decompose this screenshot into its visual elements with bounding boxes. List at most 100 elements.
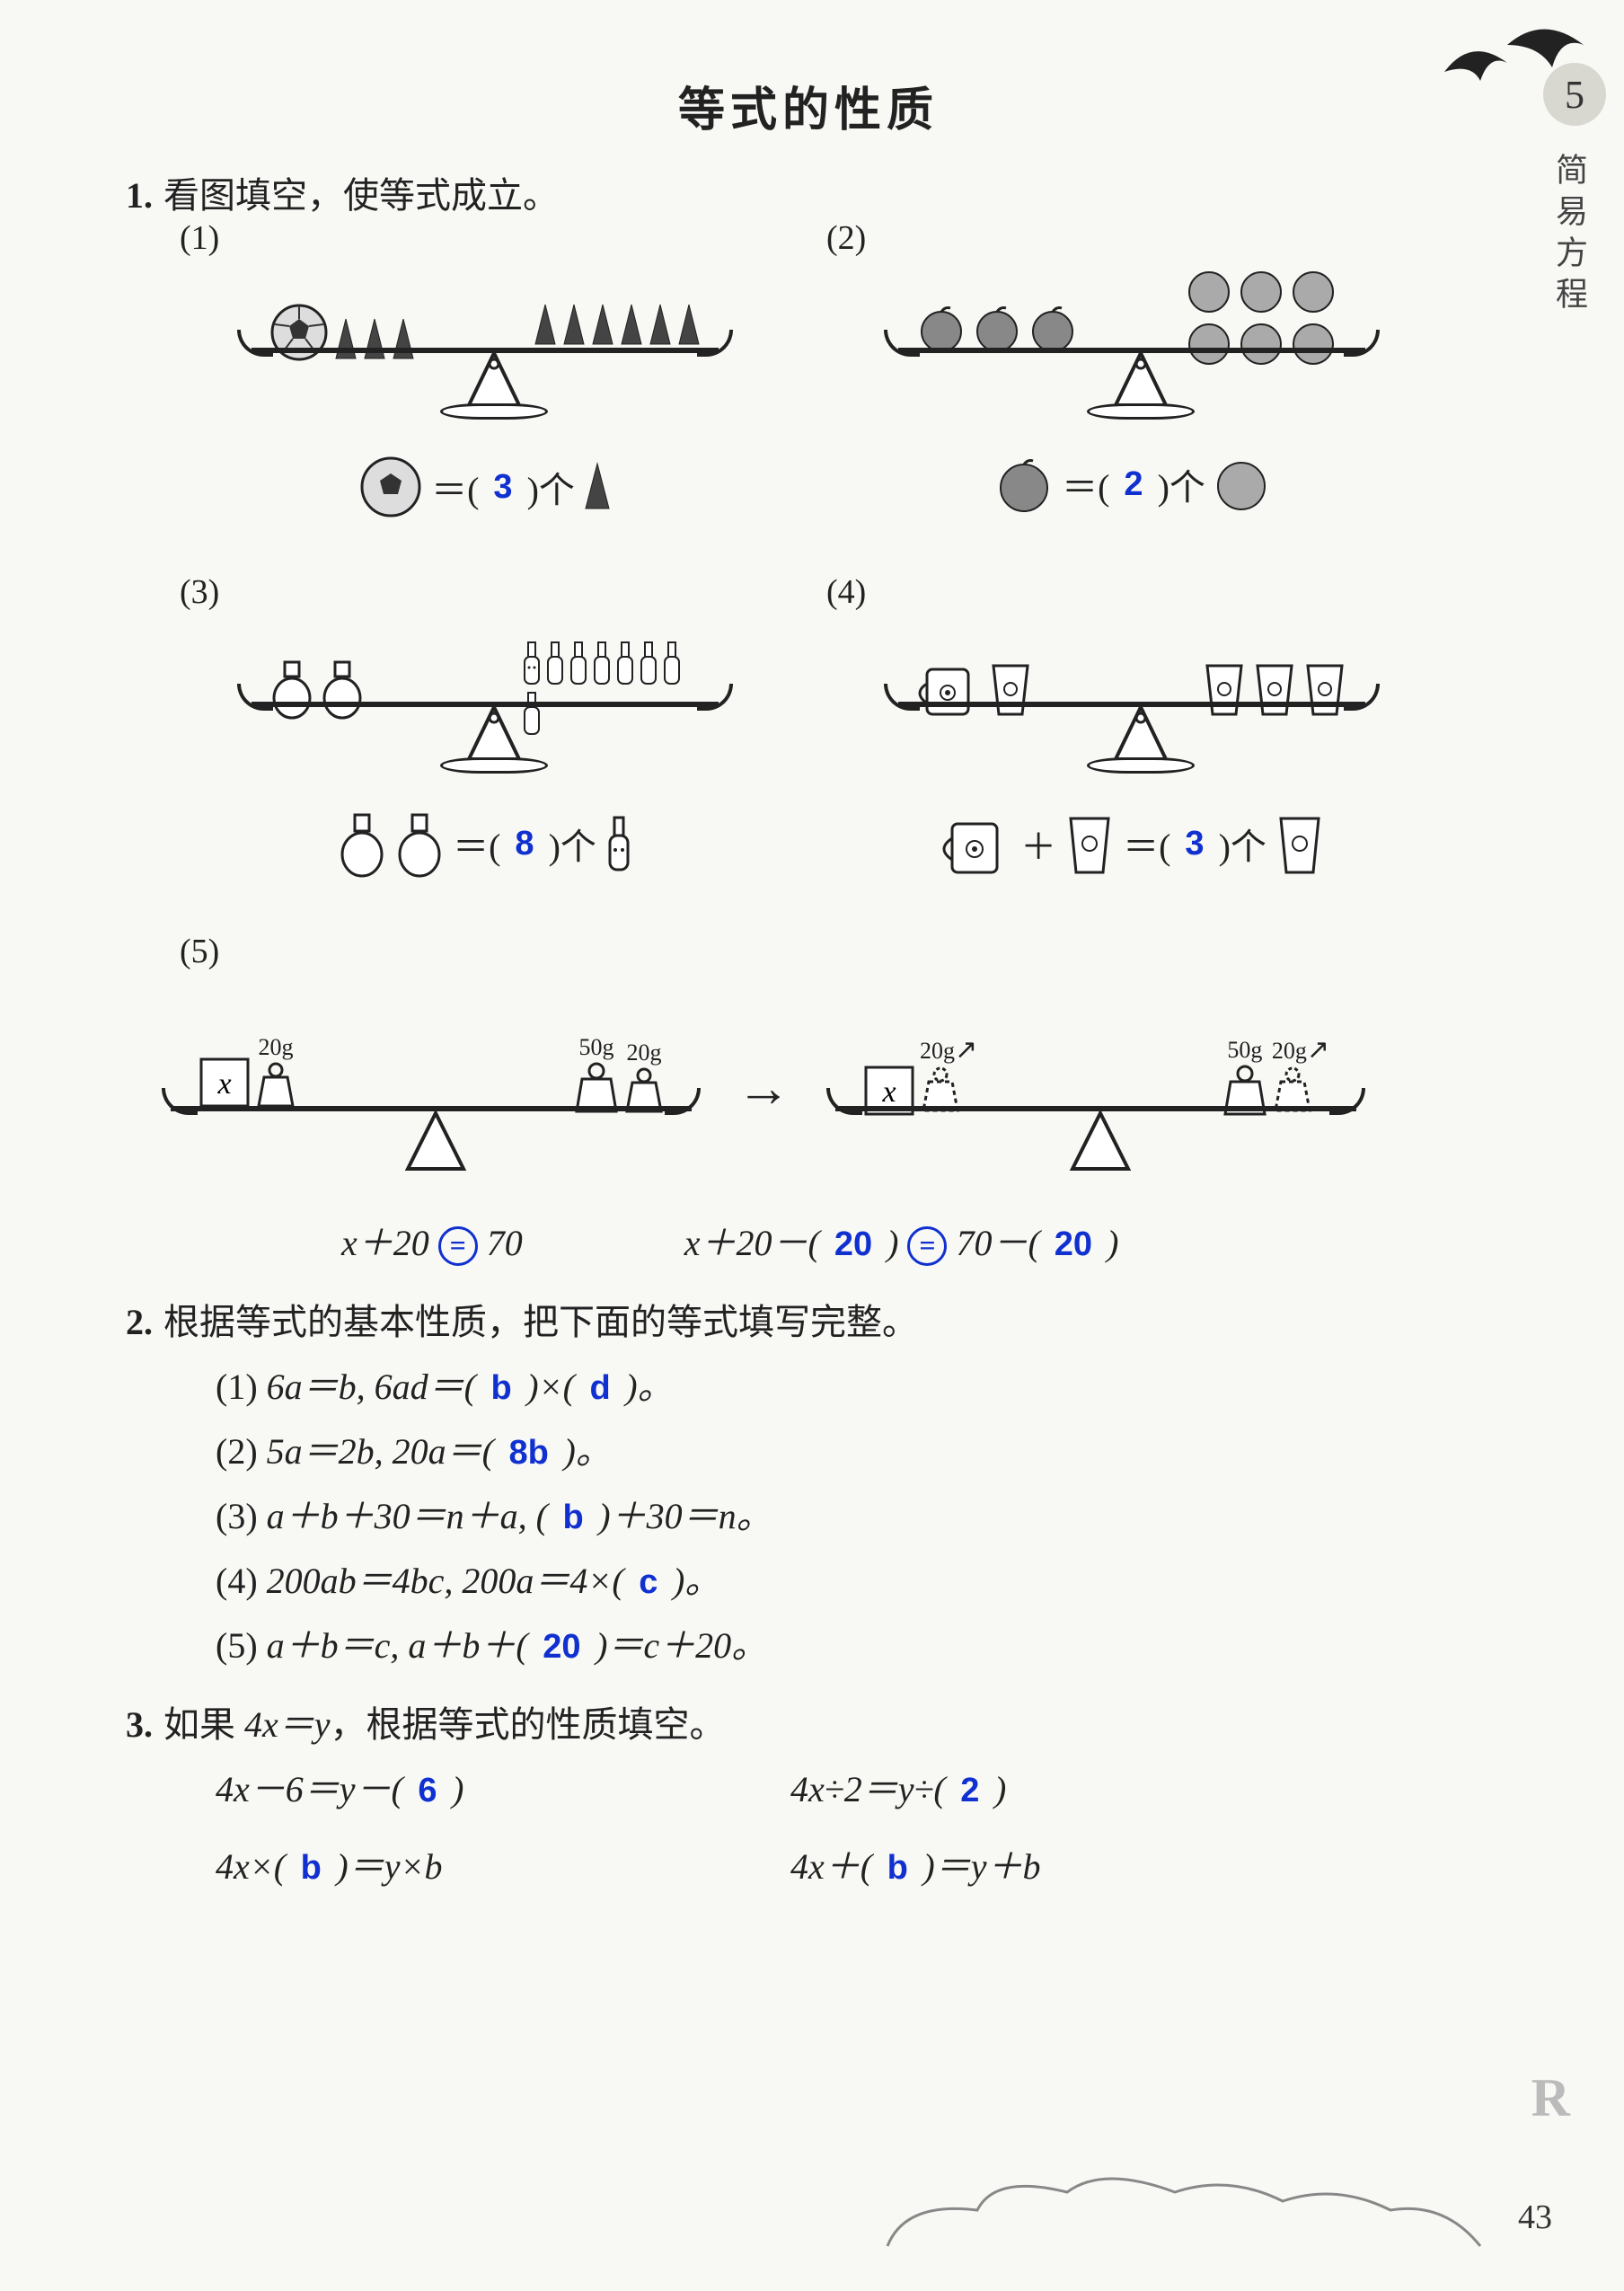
orange-icon bbox=[1238, 267, 1284, 314]
cup-icon bbox=[1202, 657, 1247, 720]
jar-icon bbox=[269, 657, 314, 720]
bottle-icon bbox=[605, 814, 632, 873]
q1-item-2-label: (2) bbox=[826, 218, 866, 258]
cone-icon bbox=[562, 303, 586, 348]
question-3: 3. 如果 4x＝y，根据等式的性质填空。 4x－6＝y－( 6 )4x÷2＝y… bbox=[126, 1695, 1527, 1902]
answer-blank: 6 bbox=[403, 1772, 452, 1809]
cone-icon bbox=[363, 317, 386, 362]
q1-item-1: (1) bbox=[162, 218, 808, 554]
soccer-ball-icon bbox=[359, 456, 422, 518]
cone-icon bbox=[584, 462, 611, 512]
cup-icon bbox=[1252, 657, 1297, 720]
page-number: 43 bbox=[1518, 2198, 1552, 2237]
q2-line-1: (1) 6a＝b, 6ad＝( b )×( d )。 bbox=[216, 1358, 1527, 1410]
q1-4-equation: ＋ ＝( 3 )个 bbox=[940, 809, 1324, 878]
q1-item-4: (4) ＋ bbox=[808, 572, 1455, 914]
orange-icon bbox=[1186, 267, 1232, 314]
orange-icon bbox=[1186, 319, 1232, 366]
cone-icon bbox=[649, 303, 672, 348]
q1-item-4-label: (4) bbox=[826, 572, 866, 612]
orange-icon bbox=[1290, 319, 1337, 366]
jar-icon bbox=[338, 809, 386, 878]
apple-icon bbox=[972, 303, 1022, 353]
q1-item-5: x 20g 50g 20g bbox=[162, 971, 1455, 1205]
q1-2-equation: ＝( 2 )个 bbox=[995, 456, 1268, 513]
bottle-icon bbox=[521, 639, 543, 687]
orange-icon bbox=[1214, 457, 1268, 511]
answer-blank: b bbox=[476, 1369, 526, 1407]
answer-blank: b bbox=[872, 1849, 922, 1887]
balance-scale-2 bbox=[880, 258, 1383, 438]
q3-row-2: 4x×( b )＝y×b4x＋( b )＝y＋b bbox=[216, 1825, 1527, 1902]
q3-row-1: 4x－6＝y－( 6 )4x÷2＝y÷( 2 ) bbox=[216, 1747, 1527, 1825]
answer-blank: b bbox=[548, 1499, 598, 1536]
q1-5-eq-left: x＋20 = 70 bbox=[341, 1214, 523, 1266]
arrow-right-icon: → bbox=[737, 1057, 790, 1119]
question-2: 2. 根据等式的基本性质，把下面的等式填写完整。 (1) 6a＝b, 6ad＝(… bbox=[126, 1293, 1527, 1668]
bottle-icon bbox=[568, 639, 589, 687]
q3-text-math: 4x＝y bbox=[244, 1704, 331, 1745]
question-1: 1. 看图填空，使等式成立。 (1) bbox=[126, 166, 1527, 1266]
orange-icon bbox=[1290, 267, 1337, 314]
q1-item-3-label: (3) bbox=[180, 572, 219, 612]
balance-scale-3 bbox=[234, 612, 737, 792]
balance-scale-1 bbox=[234, 258, 737, 438]
bottle-icon bbox=[638, 639, 659, 687]
cup-icon bbox=[1275, 809, 1324, 878]
cup-icon bbox=[988, 657, 1033, 720]
cup-icon bbox=[1065, 809, 1114, 878]
answer-blank: 20 bbox=[829, 1225, 878, 1263]
mug-icon bbox=[940, 809, 1011, 878]
answer-blank: 20 bbox=[1049, 1225, 1098, 1263]
q3-text-post: ，根据等式的性质填空。 bbox=[331, 1704, 726, 1745]
bottle-icon bbox=[521, 689, 543, 738]
cup-icon bbox=[1302, 657, 1347, 720]
q1-number: 1. bbox=[126, 174, 153, 217]
bottle-icon bbox=[544, 639, 566, 687]
jar-icon bbox=[395, 809, 444, 878]
page-title: 等式的性质 bbox=[90, 72, 1527, 139]
q3-text-pre: 如果 bbox=[163, 1704, 244, 1745]
weight-icon bbox=[255, 1061, 296, 1110]
balance-scale-4 bbox=[880, 612, 1383, 792]
mug-icon bbox=[916, 657, 983, 720]
q1-text: 看图填空，使等式成立。 bbox=[163, 166, 559, 218]
jar-icon bbox=[320, 657, 365, 720]
q1-item-2: (2) bbox=[808, 218, 1455, 554]
q1-item-5-label: (5) bbox=[180, 932, 1527, 971]
q2-number: 2. bbox=[126, 1301, 153, 1343]
answer-blank: 8 bbox=[509, 825, 539, 863]
answer-blank: 2 bbox=[946, 1772, 994, 1809]
x-box-icon: x bbox=[198, 1056, 252, 1110]
cone-icon bbox=[620, 303, 643, 348]
cone-icon bbox=[392, 317, 415, 362]
chapter-label: 简易方程 bbox=[1546, 153, 1593, 318]
apple-icon bbox=[995, 456, 1053, 513]
svg-text:x: x bbox=[216, 1067, 231, 1101]
q2-line-5: (5) a＋b＝c, a＋b＋( 20 )＝c＋20。 bbox=[216, 1616, 1527, 1668]
bottle-icon bbox=[591, 639, 613, 687]
bottle-icon bbox=[661, 639, 683, 687]
q1-item-1-label: (1) bbox=[180, 218, 219, 258]
q2-line-4: (4) 200ab＝4bc, 200a＝4×( c )。 bbox=[216, 1552, 1527, 1604]
answer-blank: 2 bbox=[1118, 465, 1148, 504]
circled-equals-icon: = bbox=[438, 1226, 478, 1266]
chapter-number-badge: 5 bbox=[1543, 63, 1606, 126]
answer-blank: 3 bbox=[1179, 825, 1209, 863]
cone-icon bbox=[334, 317, 357, 362]
cone-icon bbox=[534, 303, 557, 348]
balance-scale-5b: x 20g↗ 50g 20g↗ bbox=[826, 971, 1365, 1205]
apple-icon bbox=[1028, 303, 1078, 353]
balance-scale-5a: x 20g 50g 20g bbox=[162, 971, 701, 1205]
circled-equals-icon: = bbox=[907, 1226, 947, 1266]
answer-blank: 20 bbox=[528, 1628, 596, 1666]
q2-text: 根据等式的基本性质，把下面的等式填写完整。 bbox=[163, 1293, 918, 1345]
q1-3-equation: ＝( 8 )个 bbox=[338, 809, 632, 878]
q1-5-eq-right: x＋20－( 20 ) = 70－( 20 ) bbox=[684, 1214, 1119, 1266]
apple-icon bbox=[916, 303, 966, 353]
answer-blank: c bbox=[624, 1563, 673, 1601]
q1-1-equation: ＝( 3 )个 bbox=[359, 456, 611, 518]
answer-blank: b bbox=[286, 1849, 336, 1887]
q3-number: 3. bbox=[126, 1703, 153, 1746]
q2-line-2: (2) 5a＝2b, 20a＝( 8b )。 bbox=[216, 1422, 1527, 1474]
